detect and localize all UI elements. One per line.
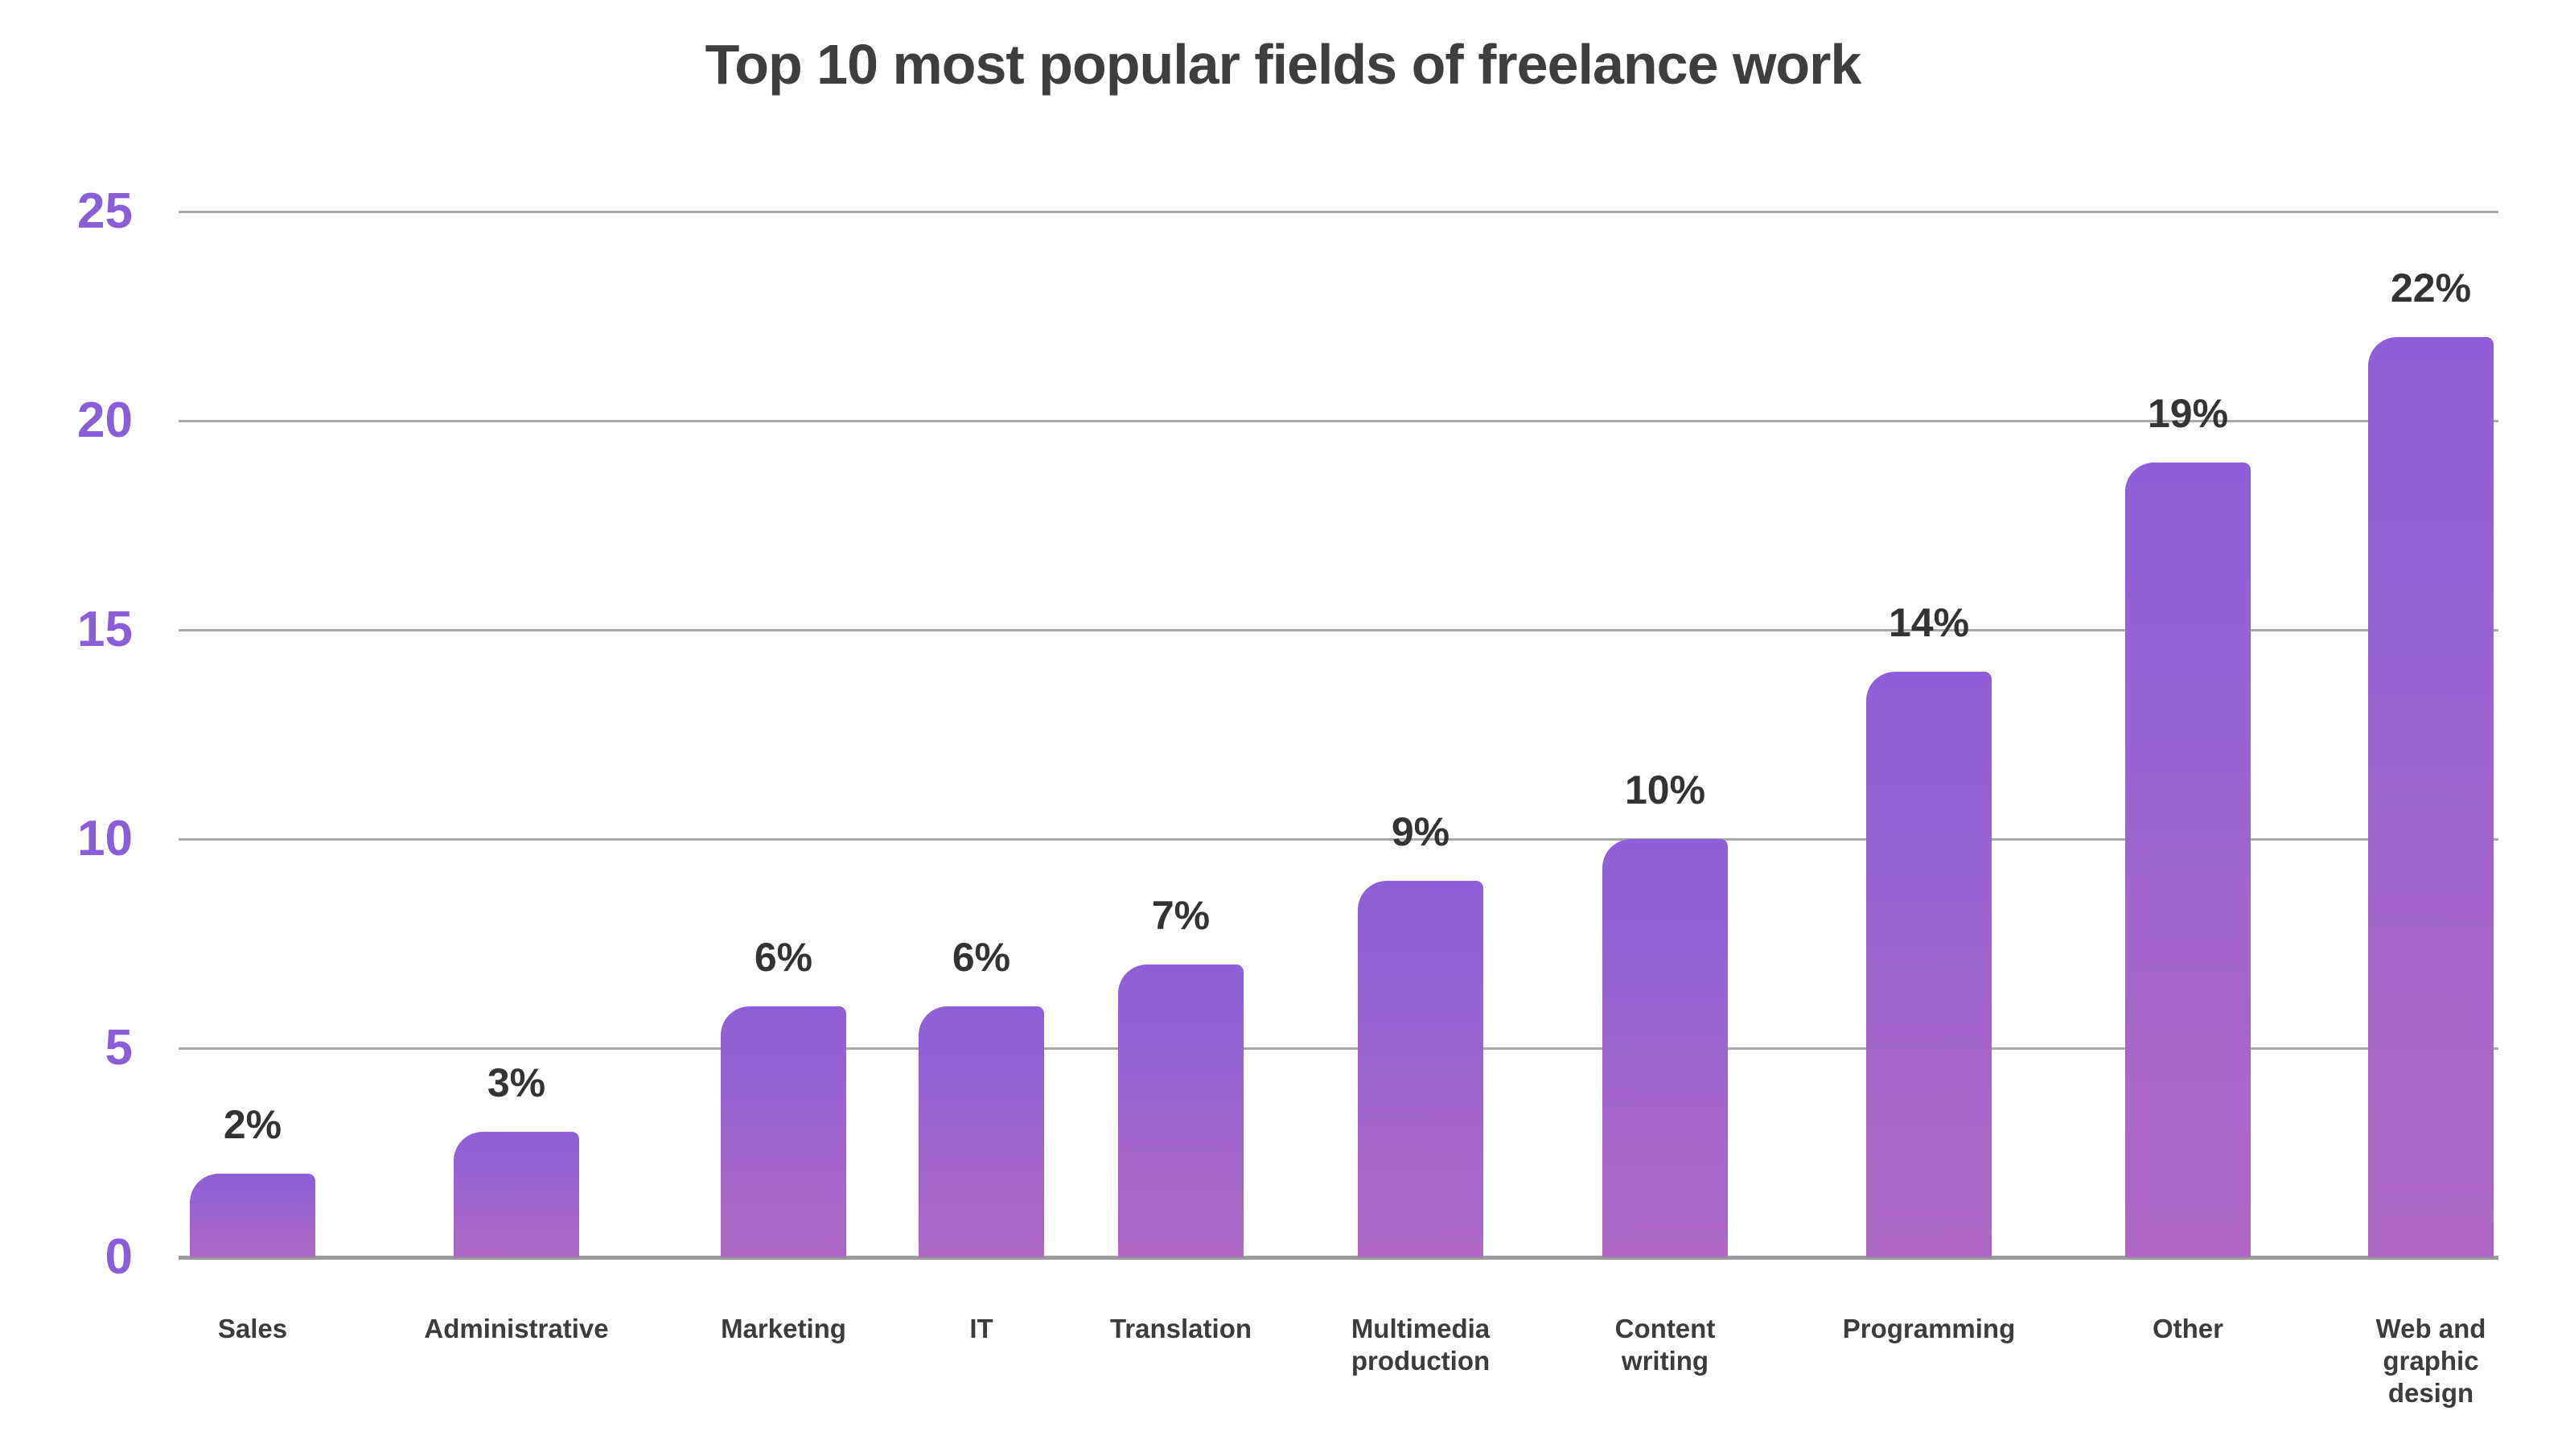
category-label-content-writing: Content writing — [1614, 1314, 1716, 1376]
bar-sales — [190, 1174, 315, 1257]
y-tick-label-20: 20 — [77, 393, 133, 448]
category-label-programming: Programming — [1842, 1314, 2016, 1343]
y-tick-label-25: 25 — [77, 183, 133, 239]
bar-content-writing — [1602, 839, 1728, 1257]
x-axis-baseline — [179, 1256, 2498, 1260]
value-label-content-writing: 10% — [1624, 767, 1706, 812]
value-label-programming: 14% — [1888, 600, 1970, 645]
value-label-translation: 7% — [1151, 893, 1211, 938]
bar-it — [919, 1006, 1044, 1257]
value-label-administrative: 3% — [487, 1060, 546, 1105]
value-label-other: 19% — [2147, 391, 2229, 436]
y-tick-label-10: 10 — [77, 811, 133, 866]
y-tick-label-15: 15 — [77, 602, 133, 657]
bar-web-and-graphic-design — [2368, 337, 2494, 1257]
category-label-marketing: Marketing — [721, 1314, 846, 1343]
category-label-administrative: Administrative — [424, 1314, 609, 1343]
chart-title: Top 10 most popular fields of freelance … — [705, 33, 1862, 96]
bar-administrative — [454, 1132, 579, 1257]
category-label-multimedia-production: Multimedia production — [1351, 1314, 1491, 1376]
gridline-25 — [179, 211, 2498, 213]
category-label-other: Other — [2152, 1314, 2223, 1343]
category-label-it: IT — [969, 1314, 993, 1343]
value-label-web-and-graphic-design: 22% — [2390, 265, 2472, 311]
value-label-marketing: 6% — [754, 935, 813, 980]
gridline-5 — [179, 1047, 2498, 1050]
gridline-10 — [179, 838, 2498, 841]
bar-translation — [1118, 964, 1244, 1257]
value-label-sales: 2% — [223, 1102, 282, 1147]
value-label-multimedia-production: 9% — [1391, 809, 1450, 854]
category-label-web-and-graphic-design: Web and graphic design — [2375, 1314, 2486, 1408]
category-label-translation: Translation — [1109, 1314, 1252, 1343]
y-tick-label-5: 5 — [105, 1020, 133, 1076]
bar-other — [2125, 463, 2251, 1257]
bar-multimedia-production — [1358, 881, 1483, 1257]
gridline-20 — [179, 420, 2498, 422]
value-label-it: 6% — [952, 935, 1011, 980]
bar-programming — [1866, 672, 1992, 1257]
bar-marketing — [721, 1006, 846, 1257]
gridline-15 — [179, 629, 2498, 631]
category-label-sales: Sales — [217, 1314, 288, 1343]
y-tick-label-0: 0 — [105, 1229, 133, 1285]
